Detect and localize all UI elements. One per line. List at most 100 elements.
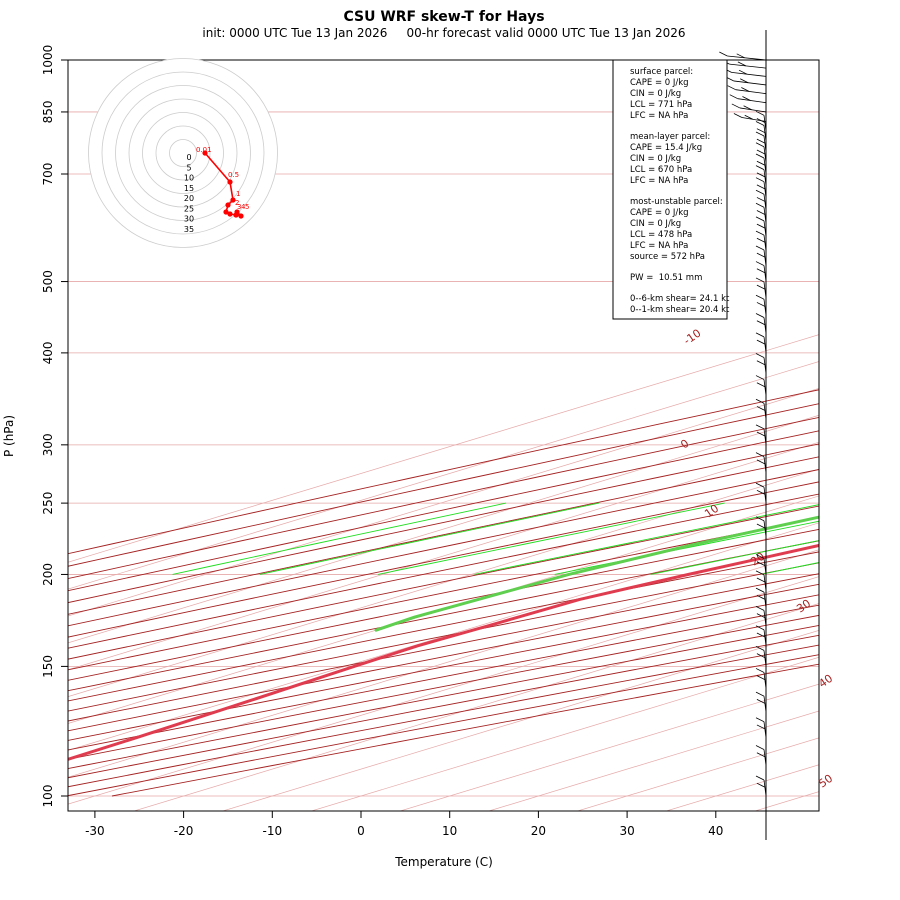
wind-barb-flag <box>756 237 766 243</box>
y-tick-label: 500 <box>41 270 55 293</box>
wind-barb <box>731 103 767 113</box>
wind-barb <box>755 691 767 713</box>
most-unstable-lfc: LFC = NA hPa <box>630 241 688 251</box>
wind-barb-flag <box>756 523 766 529</box>
hodograph-background <box>88 58 278 248</box>
wind-barb <box>755 294 767 316</box>
hodograph-height-label: 0.5 <box>228 171 239 179</box>
wind-barb <box>729 94 767 104</box>
hodograph-ring-label: 35 <box>184 225 194 234</box>
wind-barb-flag <box>755 332 765 338</box>
wind-barb-flag <box>755 165 765 170</box>
wind-barb-staff <box>731 71 767 77</box>
wind-barb-flag <box>755 245 765 251</box>
hodograph-point <box>230 197 236 203</box>
hodograph-ring <box>128 98 238 208</box>
y-tick-label: 100 <box>41 785 55 808</box>
wind-barb-flag <box>727 85 736 91</box>
isotherm-line <box>68 495 819 724</box>
wind-barb-flag <box>756 698 766 704</box>
most-unstable-cin: CIN = 0 J/kg <box>630 219 681 229</box>
hodograph-ring-label: 15 <box>184 184 194 193</box>
x-tick-label: 20 <box>531 824 546 838</box>
wind-barb-flag <box>737 61 747 67</box>
wind-barb-flag <box>756 339 766 345</box>
mean-layer-lfc: LFC = NA hPa <box>630 176 688 186</box>
wind-barb-flag <box>756 431 766 437</box>
isotherm-line <box>68 388 819 617</box>
hodograph-point <box>238 213 244 219</box>
y-tick-label: 300 <box>41 433 55 456</box>
wind-barb-flag <box>756 360 766 366</box>
dry-adiabat-line <box>68 403 819 567</box>
wind-barb-flag <box>755 313 765 318</box>
wind-barb-staff <box>727 55 767 61</box>
wind-barb-flag <box>755 606 765 611</box>
wind-barb-flag <box>756 653 766 658</box>
dry-adiabat-label: 30 <box>794 597 813 616</box>
moist-adiabat-line <box>259 502 600 575</box>
mean-layer-cin: CIN = 0 J/kg <box>630 154 681 164</box>
wind-barb-flag <box>733 113 743 118</box>
wind-barb-flag <box>755 452 765 458</box>
wind-barb-flag <box>756 160 766 166</box>
moist-adiabat-line <box>378 502 725 575</box>
wind-barb-flag <box>755 717 765 723</box>
wind-barb-flag <box>756 406 766 411</box>
most-unstable-source: source = 572 hPa <box>630 252 705 262</box>
wind-barb <box>721 59 767 69</box>
wind-barb-staff <box>737 98 767 104</box>
precipitable-water: PW = 10.51 mm <box>630 273 702 283</box>
wind-barb <box>723 68 767 77</box>
wind-barb-flag <box>755 153 765 159</box>
wind-barb-flag <box>755 177 765 183</box>
wind-barb-flag <box>755 554 765 559</box>
wind-barb-flag <box>756 284 766 290</box>
wind-barb-flag <box>729 94 738 100</box>
wind-barb-flag <box>756 459 766 465</box>
isotherm-line <box>398 683 819 811</box>
x-tick-label: -10 <box>262 824 282 838</box>
isotherm-line <box>221 629 819 811</box>
hodograph-height-label: 5 <box>245 203 249 211</box>
isotherm-line <box>132 603 819 811</box>
wind-barb <box>755 245 767 267</box>
y-axis-label: P (hPa) <box>2 415 16 457</box>
isotherm-line <box>68 414 819 644</box>
wind-barb <box>755 775 767 797</box>
wind-barb-flag <box>755 424 765 430</box>
wind-barb-flag <box>755 375 765 380</box>
hodograph-ring-label: 25 <box>184 204 194 213</box>
x-tick-label: 10 <box>442 824 457 838</box>
hodograph-height-label: 1 <box>236 190 240 198</box>
wind-barb-staff <box>729 63 767 69</box>
dry-adiabat-line <box>68 456 819 615</box>
hodograph-ring <box>101 71 265 235</box>
hodograph-point <box>225 202 231 208</box>
isotherm-line <box>753 791 819 811</box>
sounding-profiles <box>68 515 819 761</box>
hodograph-ring-label: 30 <box>184 215 194 224</box>
wind-barb <box>755 668 767 689</box>
dry-adiabat-line <box>68 469 819 627</box>
mean-layer-lcl: LCL = 670 hPa <box>630 165 692 175</box>
hodograph-ring-label: 0 <box>186 153 191 162</box>
wind-barb-flag <box>742 96 751 101</box>
isotherm-line <box>310 656 819 811</box>
wind-barb <box>727 85 767 95</box>
wind-barb-flag <box>756 184 766 190</box>
moist-adiabat-line <box>474 504 819 575</box>
isotherm-line <box>68 522 819 751</box>
wind-barb-flag <box>755 131 765 137</box>
wind-barb-flag <box>755 261 765 266</box>
wind-barb-flag <box>756 118 766 123</box>
wind-barb <box>725 76 767 86</box>
mean-layer-cape: CAPE = 15.4 J/kg <box>630 143 702 153</box>
hodograph-height-label: 0.01 <box>196 146 212 154</box>
surface-parcel-heading: surface parcel: <box>630 67 693 77</box>
wind-barb-flag <box>755 142 765 148</box>
wind-barb <box>755 189 767 211</box>
x-tick-label: -30 <box>85 824 105 838</box>
